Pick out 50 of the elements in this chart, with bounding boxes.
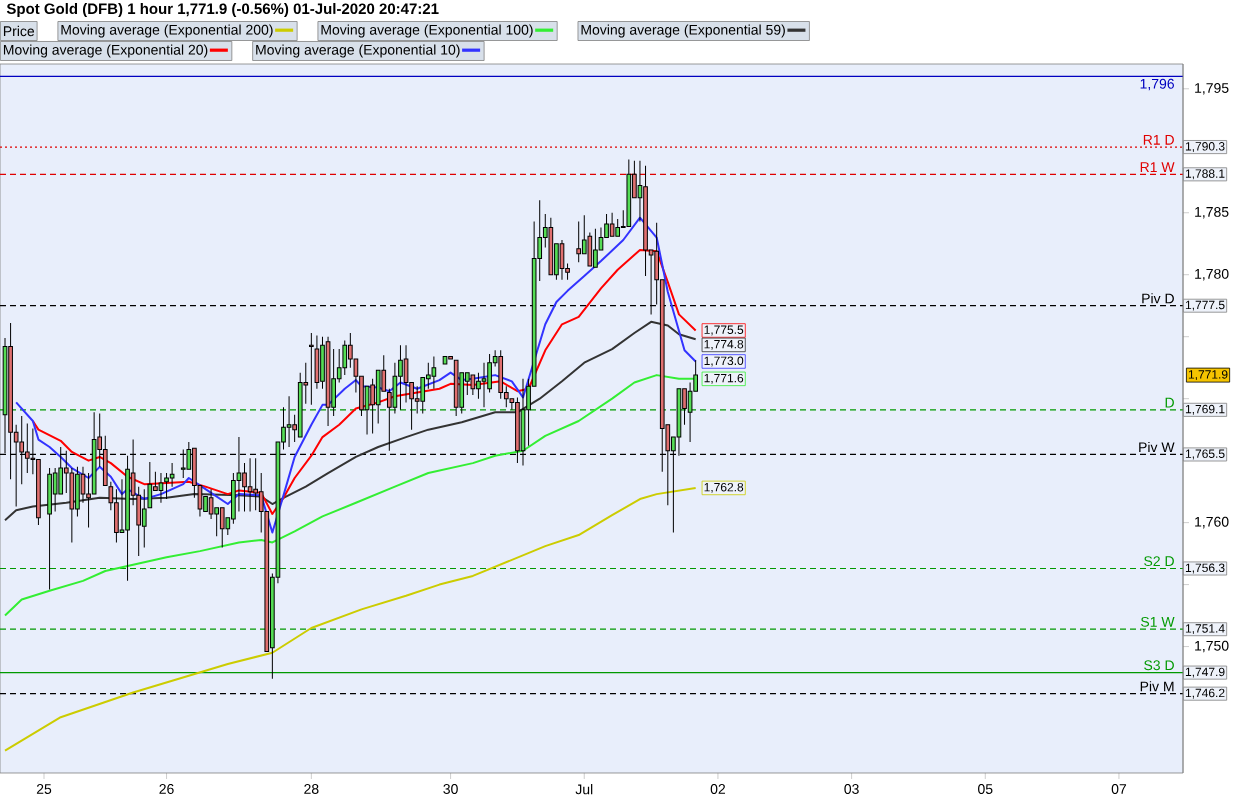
ref-line-label: Piv M — [1140, 681, 1174, 692]
x-tick-label: 02 — [710, 784, 726, 794]
ref-line-label: Piv D — [1142, 293, 1174, 304]
y2-tick-label: 1,790.3 — [1185, 142, 1225, 153]
chart-title: Spot Gold (DFB) 1 hour 1,771.9 (-0.56%) 01-Jul-2020 20:47:21 — [6, 3, 439, 17]
candlestick — [309, 332, 314, 406]
x-tick-label: 28 — [304, 784, 319, 794]
legend-label: Moving average (Exponential 20) — [3, 44, 208, 58]
y2-tick-label: 1,769.1 — [1185, 404, 1225, 415]
y2-tick-label: 1,746.2 — [1185, 688, 1225, 699]
x-tick-label: Jul — [575, 784, 593, 795]
data-label: 1,771.6 — [704, 373, 744, 384]
y2-tick-label: 1,788.1 — [1185, 169, 1225, 180]
ref-line-label: S2 D — [1144, 556, 1174, 567]
line-series — [15, 216, 697, 534]
y2-tick-label: 1,765.5 — [1185, 449, 1225, 460]
y-tick-label: 1,795 — [1195, 83, 1229, 95]
y2-tick-label: 1,747.9 — [1185, 667, 1225, 678]
legend-label: Moving average (Exponential 59) — [581, 24, 785, 38]
x-tick-label: 26 — [159, 784, 174, 794]
legend-label: Moving average (Exponential 100) — [321, 24, 533, 38]
ref-line-label: Piv W — [1139, 441, 1175, 453]
y2-tick-label: 1,756.3 — [1185, 563, 1225, 574]
y-tick-label: 1,785 — [1195, 206, 1229, 219]
ref-line-label: 1,796 — [1140, 78, 1174, 91]
y2-tick-label: 1,777.5 — [1185, 300, 1225, 311]
ref-line-label: D — [1165, 397, 1174, 408]
text: 1,771.9 — [1188, 370, 1228, 381]
ref-line-label: S3 D — [1144, 660, 1174, 671]
line-series — [4, 486, 697, 752]
legend-label: Moving average (Exponential 200) — [61, 24, 273, 38]
x-tick-label: 03 — [844, 784, 859, 794]
y-tick-label: 1,780 — [1195, 268, 1229, 281]
y-tick-label: 1,760 — [1195, 516, 1229, 529]
x-tick-label: 05 — [978, 784, 993, 794]
line-series — [4, 320, 697, 522]
x-tick-label: 30 — [443, 784, 458, 794]
legend-title: Price — [3, 25, 35, 37]
x-tick-label: 07 — [1111, 784, 1127, 794]
legend-label: Moving average (Exponential 10) — [256, 44, 460, 58]
data-label: 1,774.8 — [704, 339, 744, 350]
ref-line-label: R1 W — [1140, 162, 1175, 172]
y2-tick-label: 1,751.4 — [1185, 624, 1225, 635]
data-label: 1,762.8 — [704, 482, 744, 493]
ref-line-label: S1 W — [1141, 616, 1175, 627]
ref-line-label: R1 D — [1143, 135, 1174, 145]
data-label: 1,773.0 — [704, 356, 744, 367]
x-tick-label: 25 — [36, 784, 52, 794]
data-label: 1,775.5 — [704, 325, 744, 336]
y-tick-label: 1,750 — [1195, 640, 1229, 653]
